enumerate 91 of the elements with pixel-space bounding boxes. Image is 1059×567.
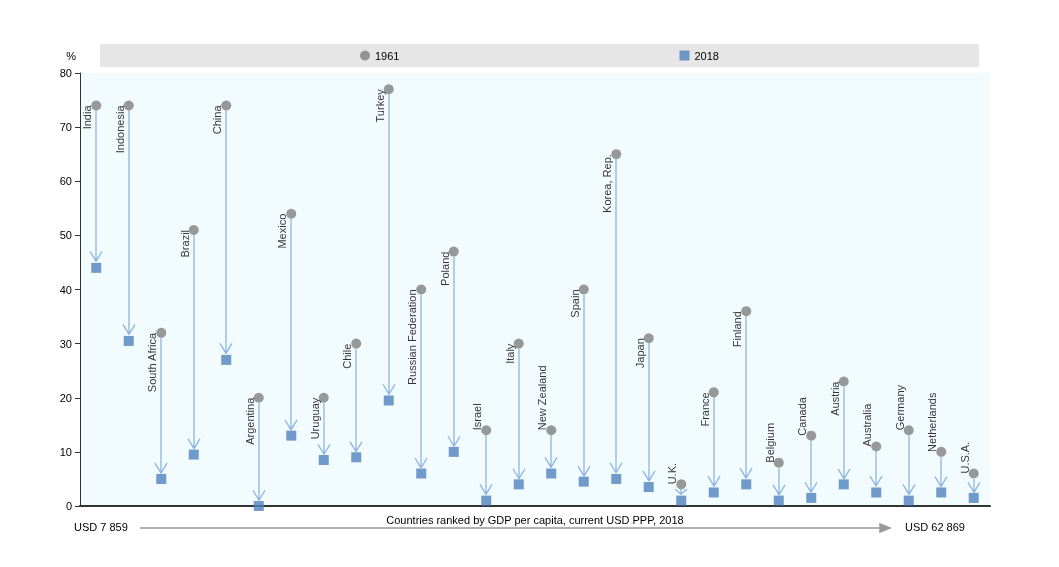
point xyxy=(383,395,394,406)
point xyxy=(936,446,947,457)
x-tick-label: Poland xyxy=(438,251,451,286)
legend-label: 1961 xyxy=(375,49,400,62)
point xyxy=(611,149,622,160)
point xyxy=(513,479,524,490)
x-tick-label: South Africa xyxy=(146,331,159,393)
point xyxy=(546,468,557,479)
point xyxy=(156,473,167,484)
point xyxy=(188,449,199,460)
point xyxy=(481,425,492,436)
point xyxy=(903,495,914,506)
x-tick-label: Canada xyxy=(796,396,809,436)
point xyxy=(806,492,817,503)
x-tick-label: Netherlands xyxy=(926,392,939,452)
x-tick-label: Japan xyxy=(633,338,646,369)
point xyxy=(91,262,102,273)
point xyxy=(351,452,362,463)
point xyxy=(481,495,492,506)
point xyxy=(286,208,297,219)
x-tick-label: Australia xyxy=(861,402,874,447)
point xyxy=(708,487,719,498)
x-tick-label: Belgium xyxy=(763,422,776,463)
point xyxy=(968,468,979,479)
x-tick-label: Indonesia xyxy=(113,104,126,154)
x-tick-label: U.K. xyxy=(666,462,679,485)
point xyxy=(123,100,134,111)
point xyxy=(91,100,102,111)
point xyxy=(611,473,622,484)
x-tick-label: Mexico xyxy=(276,213,289,249)
y-tick-label: 10 xyxy=(59,445,72,458)
text: USD 62 869 xyxy=(905,521,965,533)
legend-label: 2018 xyxy=(694,49,719,62)
point xyxy=(643,482,654,493)
x-tick-label: Chile xyxy=(341,343,354,369)
x-tick-label: Turkey xyxy=(373,88,386,123)
point xyxy=(188,224,199,235)
point xyxy=(968,492,979,503)
point xyxy=(708,387,719,398)
point xyxy=(221,354,232,365)
point xyxy=(936,487,947,498)
y-tick-label: 0 xyxy=(65,500,72,512)
point xyxy=(448,246,459,257)
x-tick-label: U.S.A. xyxy=(958,441,971,474)
x-tick-label: Germany xyxy=(893,384,906,431)
x-tick-label: Korea, Rep. xyxy=(601,154,614,213)
x-tick-label: Italy xyxy=(503,343,516,364)
point xyxy=(123,335,134,346)
y-tick-label: 20 xyxy=(59,391,72,404)
point xyxy=(741,306,752,317)
x-tick-label: Argentina xyxy=(243,396,256,445)
x-tick-label: Finland xyxy=(731,311,744,348)
point xyxy=(773,495,784,506)
text: USD 7 859 xyxy=(74,521,128,533)
x-tick-label: France xyxy=(698,392,711,427)
x-tick-label: India xyxy=(81,104,94,130)
point xyxy=(838,479,849,490)
point xyxy=(156,327,167,338)
point xyxy=(871,487,882,498)
point xyxy=(806,430,817,441)
y-tick-label: 60 xyxy=(59,175,72,188)
x-tick-label: Brazil xyxy=(178,229,191,258)
x-tick-label: Uruguay xyxy=(308,397,321,440)
point xyxy=(318,454,329,465)
x-tick-label: Russian Federation xyxy=(406,289,419,385)
point xyxy=(351,338,362,349)
y-axis-title: % xyxy=(66,49,77,62)
y-tick-label: 40 xyxy=(59,283,72,296)
point xyxy=(416,284,427,295)
x-tick-label: Austria xyxy=(828,380,841,416)
y-tick-label: 50 xyxy=(59,229,72,242)
x-tick-label: New Zealand xyxy=(536,365,549,431)
point xyxy=(416,468,427,479)
x-tick-label: Israel xyxy=(471,403,484,431)
y-tick-label: 70 xyxy=(59,121,72,134)
x-tick-label: China xyxy=(211,104,224,135)
point xyxy=(253,501,264,511)
y-tick-label: 30 xyxy=(59,337,72,350)
y-tick-label: 80 xyxy=(59,67,72,79)
point xyxy=(546,425,557,436)
point xyxy=(221,100,232,111)
point xyxy=(871,441,882,452)
point xyxy=(578,476,589,487)
point xyxy=(676,479,687,490)
point xyxy=(286,430,297,441)
x-tick-label: Spain xyxy=(568,289,581,318)
point xyxy=(741,479,752,490)
point xyxy=(448,446,459,457)
point xyxy=(838,376,849,387)
x-axis-title: Countries ranked by GDP per capita, current USD PPP, 2018 xyxy=(386,513,684,526)
point xyxy=(676,495,687,506)
